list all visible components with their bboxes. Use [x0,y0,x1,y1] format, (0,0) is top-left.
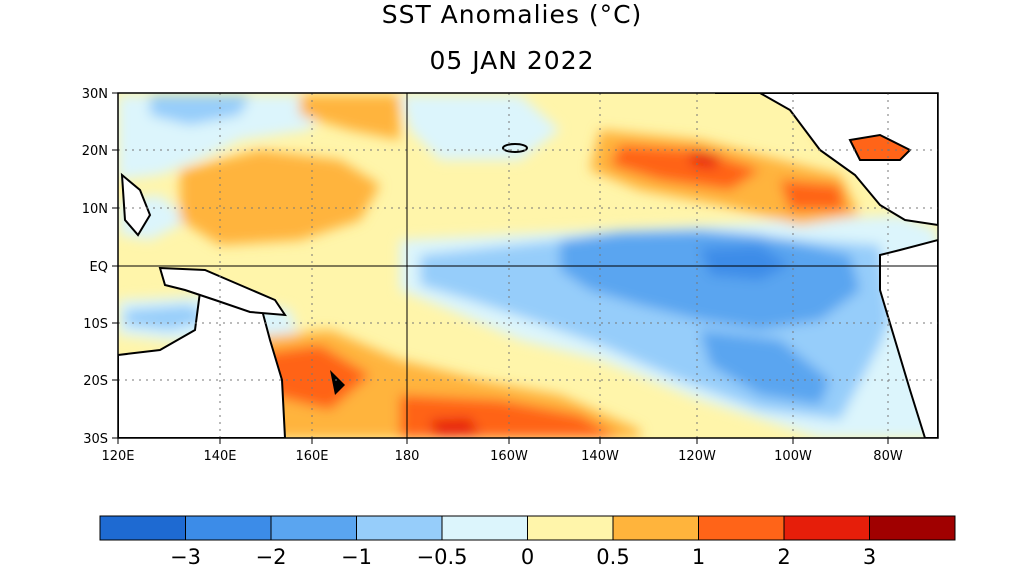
hawaii-islands [502,143,528,153]
colorbar-swatch [185,515,272,541]
colorbar-swatch [270,515,357,541]
colorbar-swatch [612,515,699,541]
lon-label-120w: 120W [678,449,716,464]
new-zealand-landmass [330,370,345,395]
lat-label-eq: EQ [90,260,108,275]
colorbar-swatch [441,515,528,541]
lat-label-20s: 20S [83,374,108,389]
colorbar-label: 3 [863,545,876,569]
lat-label-20n: 20N [82,144,108,159]
lon-label-100w: 100W [774,449,812,464]
colorbar-swatch [99,515,186,541]
lon-label-80w: 80W [873,449,903,464]
colorbar-swatch [356,515,443,541]
lon-label-160e: 160E [295,449,328,464]
lat-label-30n: 30N [82,87,108,102]
lon-label-120e: 120E [101,449,134,464]
colorbar-label: 2 [777,545,790,569]
lon-axis: 120E 140E 160E 180 160W 140W 120W 100W 8… [101,438,903,464]
colorbar-label: 1 [692,545,705,569]
new-guinea-landmass [158,266,287,317]
colorbar-label: −2 [256,545,287,569]
lat-axis: 30N 20N 10N EQ 10S 20S 30S [82,87,118,447]
lon-label-140e: 140E [203,449,236,464]
colorbar-label: 0 [521,545,534,569]
colorbar-label: −1 [341,545,372,569]
colorbar-label: 0.5 [596,545,629,569]
caribbean-landmass [848,133,912,161]
grid-lines [118,93,938,438]
colorbar: −3 −2 −1 −0.5 0 0.5 1 2 3 [99,515,956,569]
colorbar-swatch [698,515,785,541]
colorbar-swatch [869,515,956,541]
colorbar-label: −0.5 [417,545,468,569]
colorbar-swatch [527,515,614,541]
lon-label-180: 180 [395,449,420,464]
mexico-landmass [715,93,938,227]
south-america-landmass [879,238,938,438]
anomaly-field [118,93,938,438]
map-date: 05 JAN 2022 [429,46,595,75]
lat-label-10n: 10N [82,202,108,217]
map-title: SST Anomalies (°C) [381,0,643,29]
colorbar-swatch [783,515,870,541]
colorbar-label: −3 [170,545,201,569]
lat-label-10s: 10S [83,317,108,332]
lon-label-160w: 160W [490,449,528,464]
lon-label-140w: 140W [581,449,619,464]
philippines-landmass [120,172,152,237]
lat-label-30s: 30S [83,432,108,447]
